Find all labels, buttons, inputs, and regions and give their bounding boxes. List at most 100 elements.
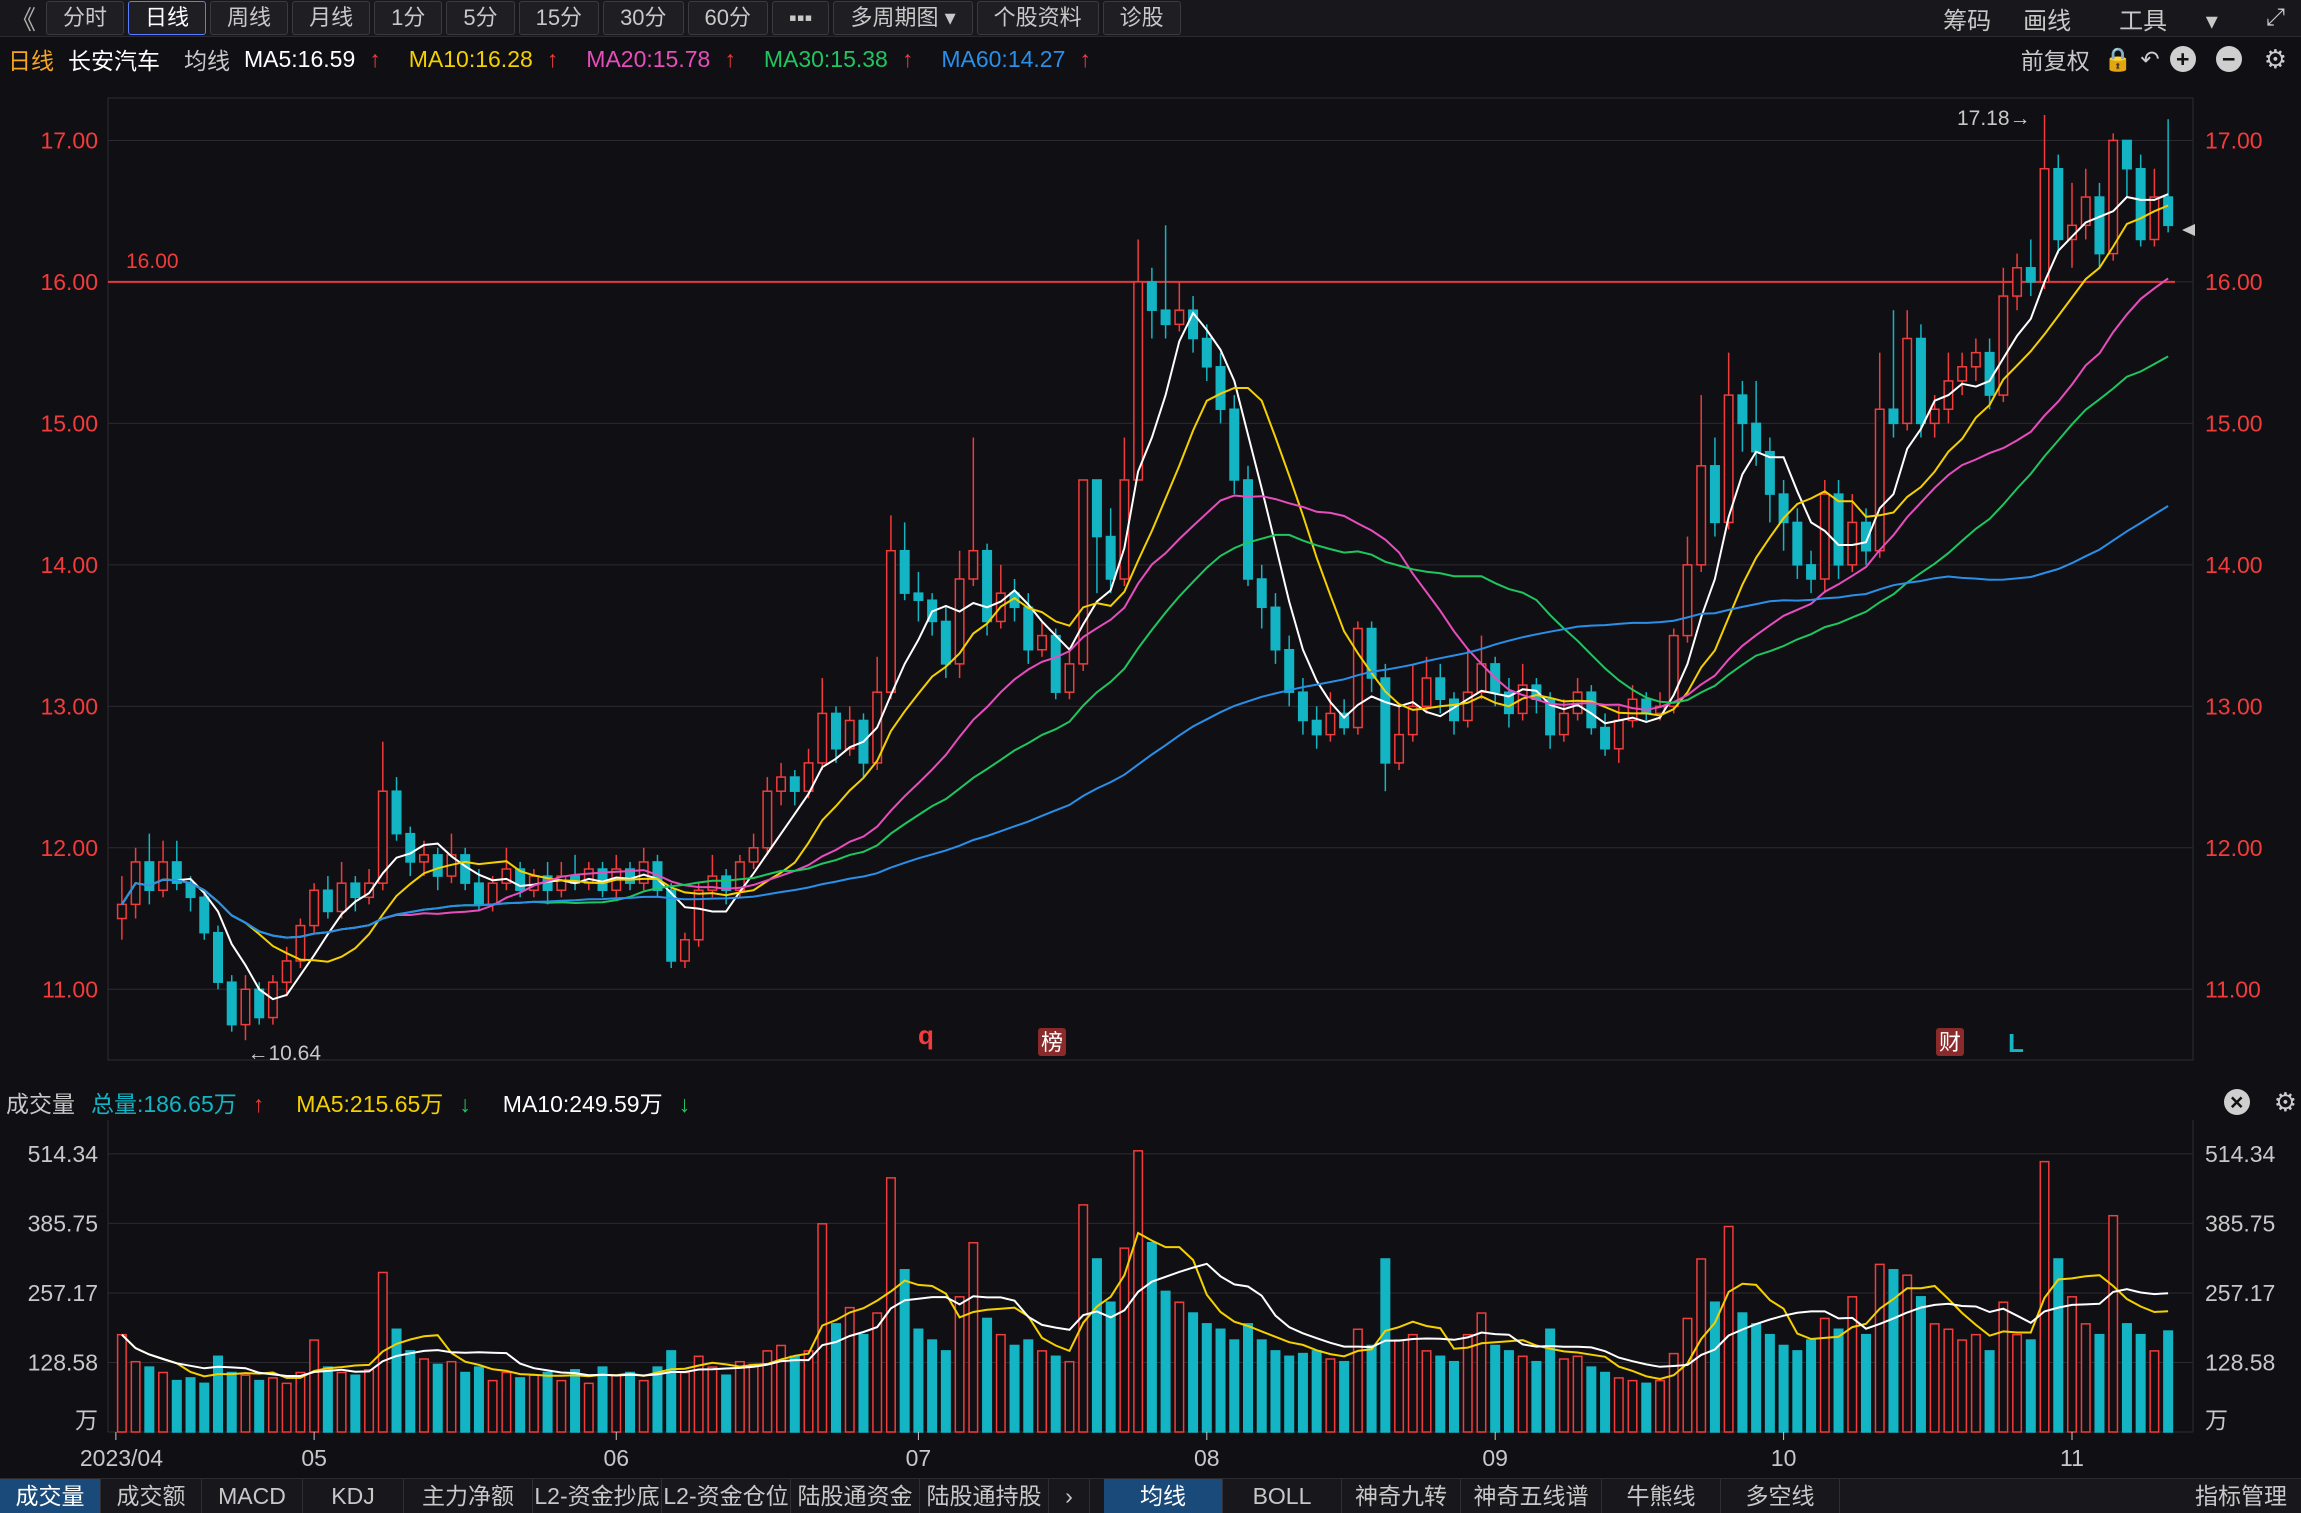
period-tab[interactable]: 1分 [374,1,443,35]
candle [2121,139,2132,198]
candle-body [1380,677,1391,764]
candle-body [1311,719,1322,736]
overlay-tab[interactable]: 牛熊线 [1602,1479,1721,1513]
volume-tick-label: 128.58 [28,1349,98,1375]
candle-body [707,875,718,891]
indicator-tab[interactable]: 成交额 [101,1479,202,1513]
volume-bar [185,1377,196,1433]
candle-body [803,762,814,792]
period-tab[interactable]: 周线 [210,1,289,35]
volume-bar [899,1269,910,1433]
multi-period-dropdown[interactable]: 多周期图 ▾ [833,1,973,35]
volume-bar [1929,1323,1940,1433]
draw-line-button[interactable]: 画线 [2023,7,2072,35]
volume-chart[interactable]: 514.34 514.34 385.75 385.75 257.17 257.17 128.… [0,1120,2301,1478]
gear-icon[interactable]: ⚙ [2263,43,2287,74]
volume-bar [913,1328,924,1433]
candle-body [913,592,924,601]
date-label: 09 [1482,1445,1508,1471]
volume-bar [597,1366,608,1433]
candle [2080,168,2091,240]
overlay-tab[interactable]: 神奇九转 [1342,1479,1461,1513]
ma10-value: MA10:16.28 ↑ [409,46,573,73]
period-tab[interactable]: 15分 [518,1,600,35]
chips-button[interactable]: 筹码 [1943,7,1992,35]
indicator-manage-button[interactable]: 指标管理 [2195,1483,2287,1509]
close-icon[interactable]: × [2223,1089,2250,1115]
candle-body [1915,337,1926,425]
volume-bar [1284,1355,1295,1433]
candle-body [1064,663,1075,693]
undo-icon[interactable]: ↶ [2140,45,2160,72]
candle [1078,479,1089,671]
candle-body [1078,479,1089,665]
indicator-tab[interactable]: 陆股通资金 [791,1479,920,1513]
candle [1256,564,1267,629]
fullscreen-icon[interactable]: ⤢ [2265,4,2285,31]
tools-button[interactable]: 工具 ▾ [2103,1,2234,36]
volume-axis: 514.34 514.34 385.75 385.75 257.17 257.17 128.… [28,1141,2276,1433]
indicator-tab[interactable]: KDJ [303,1479,404,1513]
back-button[interactable]: 《 [10,4,37,35]
adjust-mode[interactable]: 前复权 [2020,48,2090,74]
candle-body [1050,634,1061,693]
candle-body [1133,281,1144,481]
volume-bar [1957,1339,1968,1433]
volume-bar [1174,1301,1185,1433]
period-tab[interactable]: 月线 [292,1,371,35]
stock-info-button[interactable]: 个股资料 [976,1,1099,35]
volume-bar [199,1382,210,1433]
candle [1339,699,1350,735]
multi-period-label: 多周期图 [850,5,939,30]
candlestick-chart[interactable]: 17.00 16.00 15.00 14.00 13.00 12.00 11.00 17.0… [0,80,2301,1080]
overlay-tab[interactable]: 均线 [1104,1479,1223,1513]
period-tab[interactable]: 30分 [603,1,684,35]
volume-bar [1778,1344,1789,1433]
up-arrow-icon: ↑ [252,1091,265,1117]
volume-bar [1503,1350,1514,1433]
candle [1627,685,1638,728]
price-tick-label: 15.00 [40,410,98,436]
chart-frame [107,97,2194,1061]
overlay-tab[interactable]: 多空线 [1721,1479,1840,1513]
candle-body [1558,712,1569,736]
volume-ma10-text: MA10:249.59万 [502,1091,663,1117]
down-arrow-icon: ↓ [678,1091,691,1117]
ma-label[interactable]: 均线 [184,48,230,74]
zoom-out-icon[interactable]: − [2215,46,2242,72]
indicator-tab[interactable]: MACD [202,1479,303,1513]
period-tab[interactable]: 日线 [128,1,207,35]
zoom-in-icon[interactable]: + [2169,46,2196,72]
gear-icon[interactable]: ⚙ [2273,1086,2297,1117]
indicator-tab[interactable]: 成交量 [0,1479,101,1513]
volume-bar [116,1333,127,1433]
candle-body [116,903,127,920]
candle-body [515,868,526,891]
period-tab[interactable]: 分时 [46,1,125,35]
volume-bar [1970,1333,1981,1433]
indicator-tab[interactable]: L2-资金抄底 [533,1479,662,1513]
candle-body [1435,677,1446,701]
candle-body [364,882,375,899]
overlay-tab[interactable]: BOLL [1223,1479,1342,1513]
candle-body [1957,366,1968,382]
period-tab[interactable]: 5分 [446,1,515,35]
price-tick-label: 14.00 [2205,552,2263,578]
lock-icon[interactable]: 🔒 [2103,45,2133,72]
diagnose-button[interactable]: 诊股 [1102,1,1181,35]
volume-bar [1311,1350,1322,1433]
more-button[interactable]: ▪▪▪ [772,1,830,35]
volume-bar [1709,1301,1720,1433]
overlay-tab[interactable]: 神奇五线谱 [1461,1479,1602,1513]
candle-body [1902,337,1913,425]
indicator-tab[interactable]: 主力净额 [404,1479,533,1513]
indicator-tab[interactable]: L2-资金仓位 [662,1479,791,1513]
candle-body [1929,408,1940,425]
candle-body [2012,267,2023,297]
period-tab[interactable]: 60分 [687,1,769,35]
volume-bar [1023,1339,1034,1433]
volume-bar [583,1382,594,1433]
volume-bar [473,1366,484,1433]
chevron-right-icon[interactable]: › [1049,1479,1090,1513]
indicator-tab[interactable]: 陆股通持股 [920,1479,1049,1513]
